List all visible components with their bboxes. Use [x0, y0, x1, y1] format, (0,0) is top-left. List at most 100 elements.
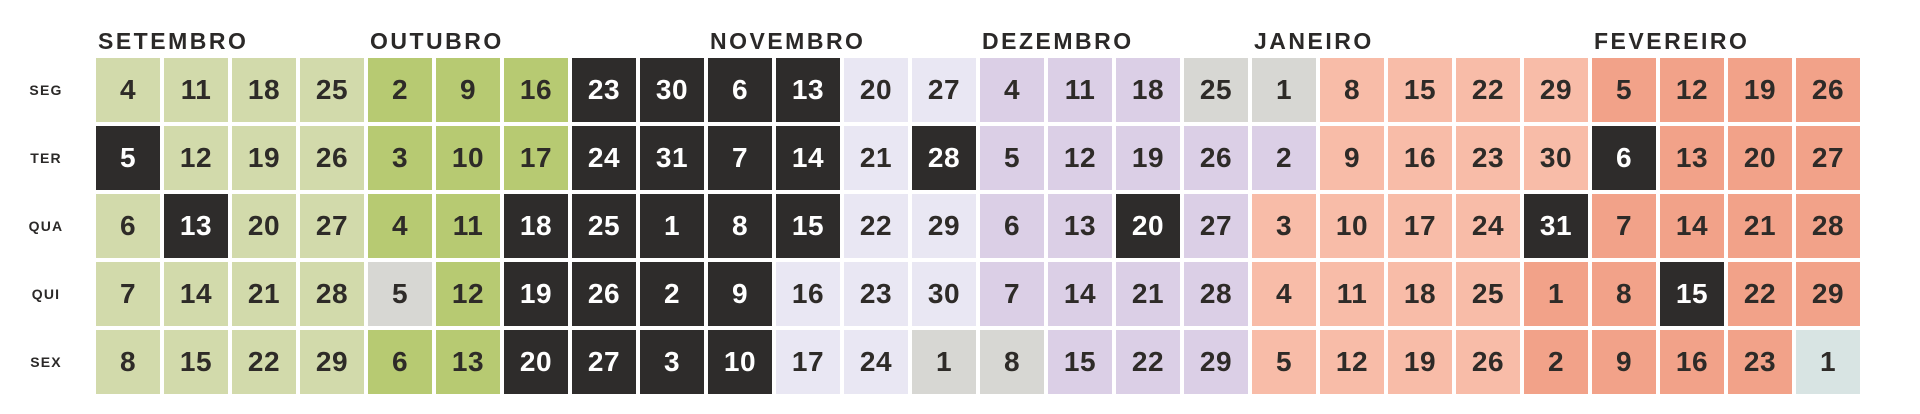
day-cell: 14: [1048, 262, 1112, 326]
day-cell: 28: [300, 262, 364, 326]
day-cell: 19: [504, 262, 568, 326]
month-label: SETEMBRO: [98, 28, 249, 54]
day-cell: 9: [436, 58, 500, 122]
month-header-row: SETEMBRO OUTUBRO NOVEMBRO DEZEMBRO JANEIRO FE…: [0, 28, 1920, 56]
day-cell: 24: [844, 330, 908, 394]
day-cell: 22: [844, 194, 908, 258]
weekday-label: SEX: [30, 354, 62, 370]
day-cell: 15: [776, 194, 840, 258]
weekday-label: QUI: [31, 286, 61, 302]
day-cell: 28: [1184, 262, 1248, 326]
day-cell: 2: [1252, 126, 1316, 190]
day-cell: 27: [300, 194, 364, 258]
day-cell: 22: [1456, 58, 1520, 122]
day-cell: 4: [368, 194, 432, 258]
day-cell: 28: [912, 126, 976, 190]
day-cell: 12: [164, 126, 228, 190]
day-cell: 6: [1592, 126, 1656, 190]
day-cell: 1: [1252, 58, 1316, 122]
day-cell: 24: [572, 126, 636, 190]
month-label: DEZEMBRO: [982, 28, 1134, 54]
day-cell: 16: [776, 262, 840, 326]
day-cell: 8: [708, 194, 772, 258]
day-cell: 18: [1388, 262, 1452, 326]
day-cell: 3: [368, 126, 432, 190]
day-cell: 13: [776, 58, 840, 122]
day-cell: 8: [980, 330, 1044, 394]
day-cell: 6: [96, 194, 160, 258]
day-cell: 27: [912, 58, 976, 122]
day-cell: 7: [708, 126, 772, 190]
day-cell: 13: [164, 194, 228, 258]
day-cell: 17: [504, 126, 568, 190]
month-label: NOVEMBRO: [710, 28, 866, 54]
day-cell: 15: [164, 330, 228, 394]
day-cell: 20: [844, 58, 908, 122]
day-cell: 29: [300, 330, 364, 394]
day-cell: 19: [1116, 126, 1180, 190]
day-cell: 19: [1388, 330, 1452, 394]
day-cell: 18: [504, 194, 568, 258]
day-cell: 5: [1252, 330, 1316, 394]
day-cell: 1: [912, 330, 976, 394]
day-cell: 6: [708, 58, 772, 122]
day-cell: 21: [1728, 194, 1792, 258]
day-cell: 18: [232, 58, 296, 122]
day-cell: 26: [1796, 58, 1860, 122]
day-cell: 29: [1184, 330, 1248, 394]
day-cell: 3: [1252, 194, 1316, 258]
day-cell: 7: [96, 262, 160, 326]
day-cell: 21: [232, 262, 296, 326]
day-cell: 19: [1728, 58, 1792, 122]
day-cell: 22: [232, 330, 296, 394]
day-cell: 15: [1048, 330, 1112, 394]
day-cell: 4: [1252, 262, 1316, 326]
day-cell: 16: [1388, 126, 1452, 190]
day-cell: 22: [1116, 330, 1180, 394]
weekday-label: TER: [30, 150, 62, 166]
day-cell: 11: [1048, 58, 1112, 122]
day-cell: 30: [912, 262, 976, 326]
day-cell: 11: [1320, 262, 1384, 326]
day-cell: 29: [1524, 58, 1588, 122]
day-cell: 20: [232, 194, 296, 258]
day-cell: 1: [1796, 330, 1860, 394]
month-label: JANEIRO: [1254, 28, 1374, 54]
day-cell: 9: [1592, 330, 1656, 394]
month-label: FEVEREIRO: [1594, 28, 1750, 54]
day-cell: 23: [844, 262, 908, 326]
day-cell: 8: [1592, 262, 1656, 326]
day-cell: 10: [708, 330, 772, 394]
day-cell: 25: [572, 194, 636, 258]
day-cell: 10: [1320, 194, 1384, 258]
day-cell: 30: [1524, 126, 1588, 190]
day-cell: 5: [980, 126, 1044, 190]
day-cell: 26: [1456, 330, 1520, 394]
day-cell: 6: [368, 330, 432, 394]
day-cell: 20: [1728, 126, 1792, 190]
day-cell: 2: [640, 262, 704, 326]
day-cell: 13: [436, 330, 500, 394]
day-cell: 31: [640, 126, 704, 190]
day-cell: 26: [572, 262, 636, 326]
day-cell: 19: [232, 126, 296, 190]
day-cell: 17: [776, 330, 840, 394]
day-cell: 14: [776, 126, 840, 190]
day-cell: 12: [1320, 330, 1384, 394]
day-cell: 12: [1660, 58, 1724, 122]
day-cell: 23: [572, 58, 636, 122]
day-cell: 9: [1320, 126, 1384, 190]
day-cell: 31: [1524, 194, 1588, 258]
day-cell: 25: [300, 58, 364, 122]
day-cell: 14: [164, 262, 228, 326]
weekday-label: QUA: [28, 218, 64, 234]
day-cell: 25: [1456, 262, 1520, 326]
day-cell: 4: [980, 58, 1044, 122]
day-cell: 2: [368, 58, 432, 122]
day-cell: 7: [1592, 194, 1656, 258]
day-cell: 16: [1660, 330, 1724, 394]
day-cell: 5: [96, 126, 160, 190]
day-cell: 12: [1048, 126, 1112, 190]
day-cell: 8: [96, 330, 160, 394]
